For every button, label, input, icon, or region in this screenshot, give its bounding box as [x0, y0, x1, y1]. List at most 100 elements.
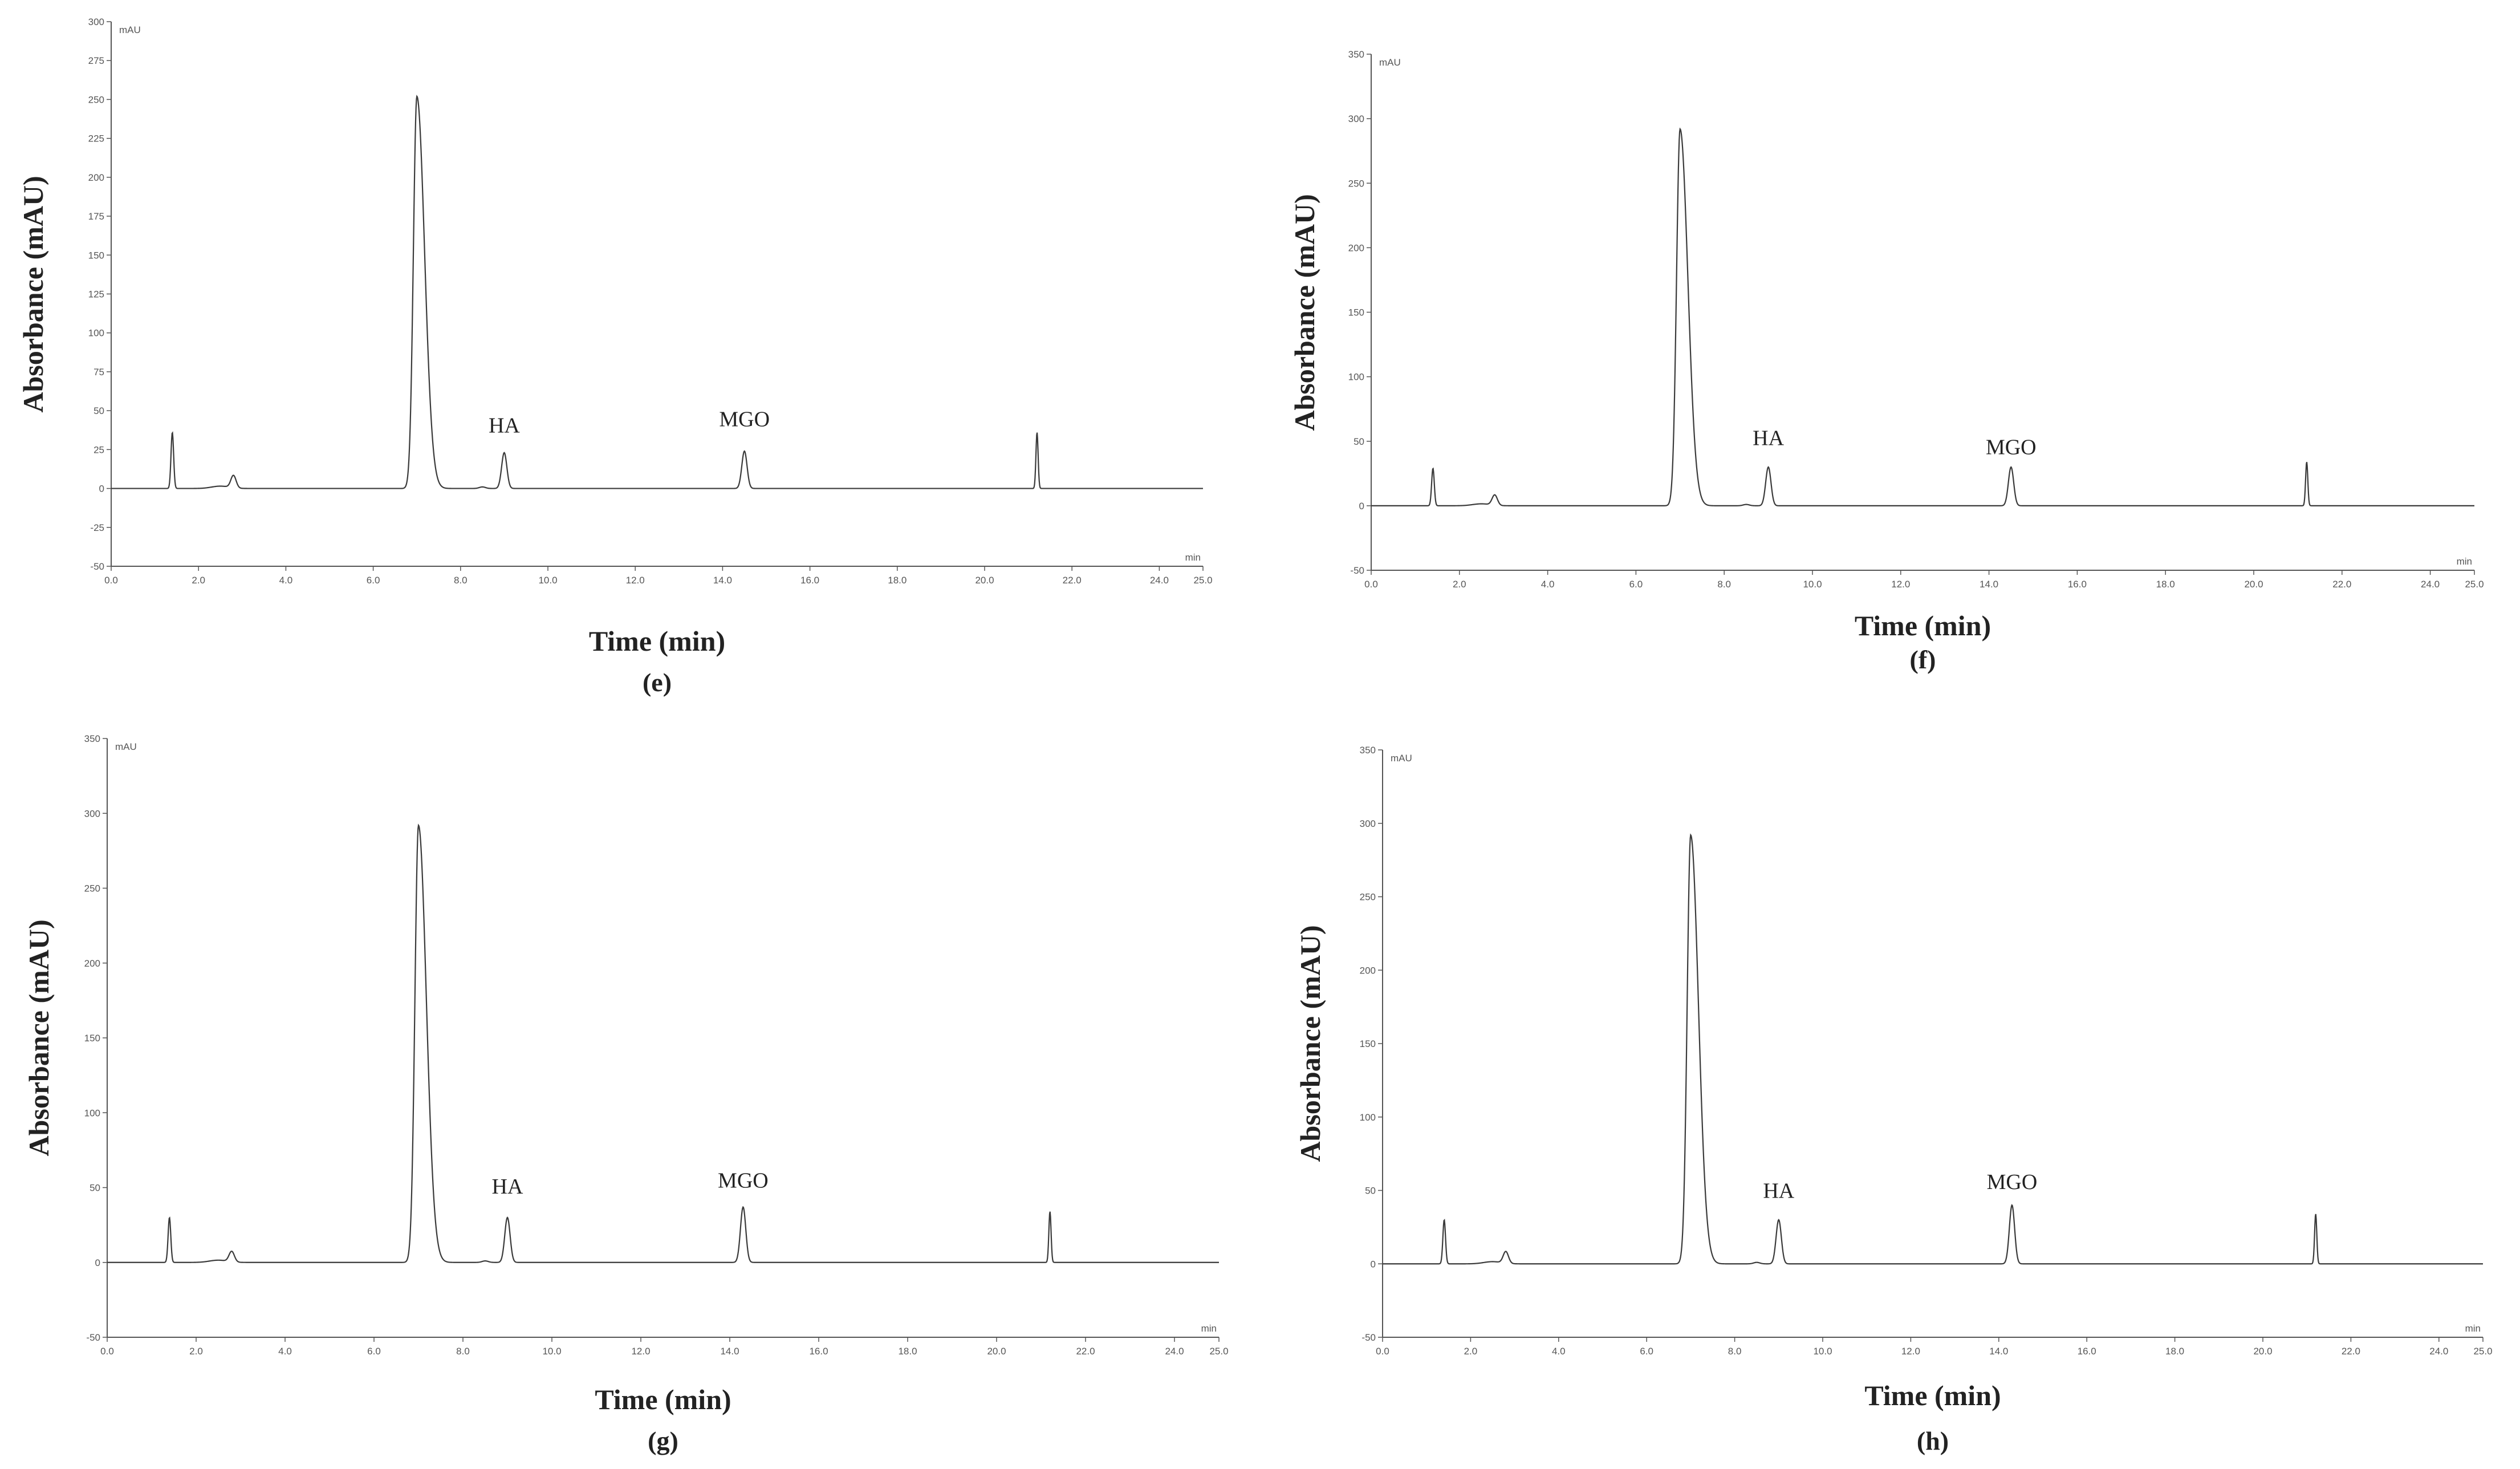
chart-panel-f: 350 300 250 200 150 100 50 0 -50 0.0 2.0 4.0 6.0 8.0 1… — [1271, 0, 2520, 719]
y-axis-title: Absorbance (mAU) — [23, 919, 55, 1156]
peak-annotation: MGO — [1987, 1170, 2038, 1194]
y-tick-label: 300 — [88, 17, 104, 27]
x-tick-label: 18.0 — [2165, 1346, 2184, 1357]
x-tick-label: 14.0 — [713, 575, 732, 586]
chromatogram-trace — [107, 823, 1219, 1263]
x-tick-label: 18.0 — [888, 575, 907, 586]
x-axis-title: Time (min) — [1864, 1379, 2001, 1411]
x-tick-label: 10.0 — [538, 575, 557, 586]
x-tick-label: 14.0 — [1980, 579, 1998, 590]
y-unit-label: mAU — [1379, 57, 1401, 68]
chart-panel-e: 300 275 250 225 200 175 150 125 100 75 50 25 0 -25 -50… — [0, 0, 1243, 719]
x-tick-label: 10.0 — [542, 1346, 561, 1357]
y-tick-label: 350 — [1348, 49, 1364, 60]
x-tick-label: 16.0 — [809, 1346, 828, 1357]
x-tick-label: 6.0 — [367, 575, 380, 586]
x-tick-label: 24.0 — [2429, 1346, 2448, 1357]
x-tick-label: 22.0 — [1063, 575, 1082, 586]
x-tick-label: 25.0 — [1209, 1346, 1228, 1357]
x-tick-label: 12.0 — [1891, 579, 1910, 590]
y-tick-label: 275 — [88, 55, 104, 66]
panel-caption: (f) — [1909, 645, 1936, 674]
y-tick-label: 250 — [88, 94, 104, 105]
x-tick-label: 20.0 — [987, 1346, 1006, 1357]
x-tick-label: 10.0 — [1813, 1346, 1832, 1357]
chromatogram-plot-f: 350 300 250 200 150 100 50 0 -500.0 2.0 4.0 6.0 8.0 1… — [1348, 49, 2484, 590]
x-tick-label: 22.0 — [2342, 1346, 2360, 1357]
x-tick-label: 20.0 — [2253, 1346, 2272, 1357]
x-tick-label: 14.0 — [720, 1346, 739, 1357]
y-tick-label: 100 — [1360, 1112, 1376, 1123]
y-tick-label: 150 — [88, 250, 104, 261]
x-tick-label: 18.0 — [2156, 579, 2175, 590]
x-tick-label: 6.0 — [367, 1346, 381, 1357]
y-tick-label: 200 — [88, 172, 104, 183]
x-unit-label: min — [2465, 1323, 2481, 1334]
y-tick-label: 50 — [1354, 436, 1364, 447]
x-tick-label: 24.0 — [2421, 579, 2440, 590]
x-tick-label: 25.0 — [2473, 1346, 2492, 1357]
x-axis-title: Time (min) — [595, 1383, 731, 1415]
peak-annotation: HA — [489, 413, 520, 437]
chromatogram-plot-e: 3002752502252001751501251007550250-25-50… — [88, 17, 1213, 586]
x-tick-label: 24.0 — [1165, 1346, 1184, 1357]
x-tick-label: 4.0 — [278, 1346, 292, 1357]
y-tick-label: -50 — [1361, 1332, 1376, 1343]
y-tick-label: -50 — [90, 561, 104, 572]
y-tick-label: 0 — [1371, 1259, 1376, 1269]
x-tick-label: 24.0 — [1150, 575, 1169, 586]
y-tick-label: 50 — [94, 405, 104, 416]
chromatogram-trace — [111, 95, 1203, 489]
panel-caption: (g) — [648, 1426, 678, 1455]
x-tick-label: 16.0 — [800, 575, 819, 586]
x-tick-label: 12.0 — [631, 1346, 650, 1357]
x-tick-label: 0.0 — [1376, 1346, 1389, 1357]
x-unit-label: min — [1201, 1323, 1217, 1334]
x-tick-label: 4.0 — [279, 575, 293, 586]
x-tick-label: 8.0 — [454, 575, 468, 586]
y-tick-label: 100 — [1348, 372, 1364, 383]
y-unit-label: mAU — [1391, 753, 1412, 764]
x-tick-label: 25.0 — [2465, 579, 2484, 590]
chromatogram-trace — [1383, 833, 2483, 1265]
x-unit-label: min — [1185, 552, 1201, 563]
x-tick-label: 16.0 — [2068, 579, 2087, 590]
x-tick-label: 8.0 — [1717, 579, 1731, 590]
x-tick-label: 2.0 — [189, 1346, 203, 1357]
y-tick-label: 0 — [99, 484, 104, 494]
x-tick-label: 2.0 — [1464, 1346, 1478, 1357]
y-tick-label: 0 — [95, 1257, 100, 1268]
x-tick-label: 8.0 — [456, 1346, 470, 1357]
chart-panel-h: 350 300 250 200 150 100 50 0 -50 0.0 2.0 4.0 6.0 8.0 1… — [1271, 724, 2520, 1469]
peak-annotation: HA — [492, 1175, 523, 1199]
y-tick-label: 350 — [1360, 745, 1376, 756]
x-unit-label: min — [2457, 556, 2472, 567]
x-axis-title: Time (min) — [1854, 610, 1991, 642]
x-tick-label: 18.0 — [898, 1346, 917, 1357]
chromatogram-plot-h: 350 300 250 200 150 100 50 0 -500.0 2.0 4.0 6.0 8.0 1… — [1360, 745, 2493, 1357]
x-axis-title: Time (min) — [588, 625, 726, 657]
y-tick-label: 25 — [94, 444, 104, 455]
y-axis-title: Absorbance (mAU) — [1294, 925, 1326, 1162]
y-tick-label: 50 — [1365, 1186, 1376, 1196]
y-tick-label: 200 — [1348, 242, 1364, 253]
x-tick-label: 2.0 — [192, 575, 205, 586]
chart-panel-g: 350 300 250 200 150 100 50 0 -50 0.0 2.0 4.0 6.0 8.0 1… — [0, 724, 1243, 1469]
y-tick-label: 300 — [84, 808, 100, 819]
y-tick-label: 250 — [1348, 178, 1364, 189]
peak-annotation: MGO — [719, 407, 770, 431]
y-tick-label: 0 — [1359, 501, 1364, 512]
y-axis-title: Absorbance (mAU) — [1289, 193, 1320, 431]
x-tick-label: 20.0 — [975, 575, 994, 586]
y-tick-label: -50 — [1350, 565, 1364, 576]
peak-annotation: HA — [1753, 427, 1784, 451]
x-tick-label: 0.0 — [1364, 579, 1378, 590]
y-tick-label: -25 — [90, 522, 104, 533]
x-tick-label: 10.0 — [1803, 579, 1822, 590]
x-tick-label: 14.0 — [1989, 1346, 2008, 1357]
chromatogram-trace — [1371, 127, 2474, 506]
panel-caption: (h) — [1916, 1426, 1949, 1455]
x-tick-label: 25.0 — [1193, 575, 1212, 586]
panel-caption: (e) — [642, 668, 672, 697]
x-tick-label: 6.0 — [1640, 1346, 1653, 1357]
